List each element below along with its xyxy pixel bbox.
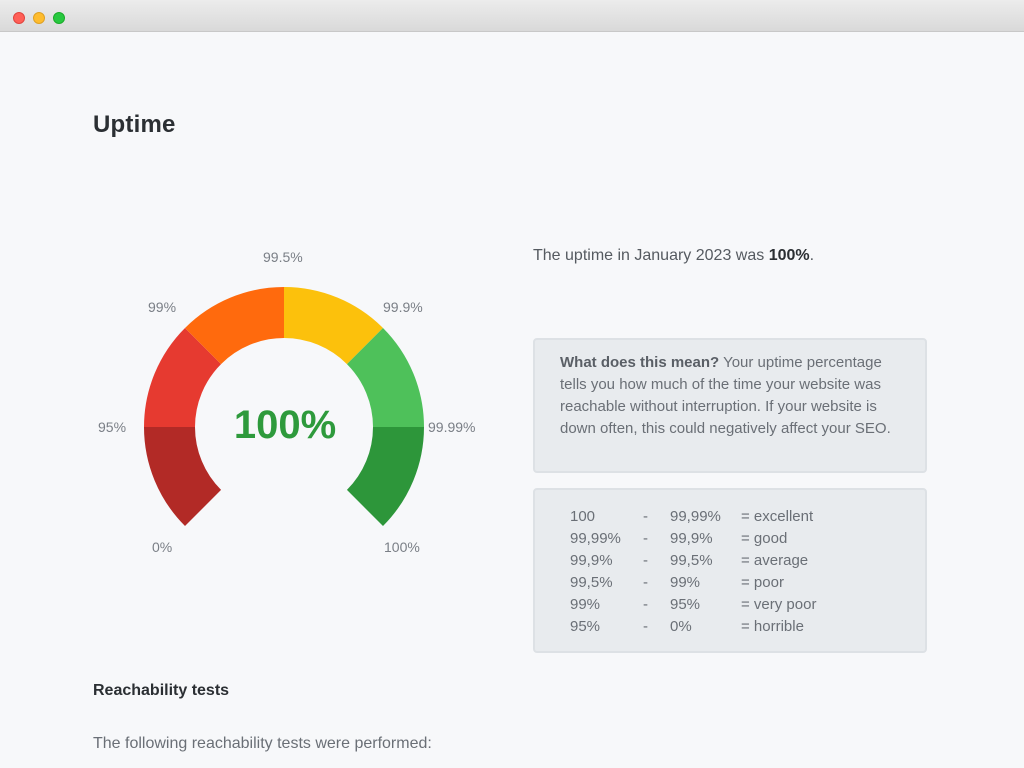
minimize-window-button[interactable] — [33, 12, 45, 24]
scale-to: 99% — [670, 574, 701, 591]
gauge-tick-0: 0% — [152, 539, 173, 555]
scale-to: 99,9% — [670, 530, 713, 547]
scale-from: 99% — [570, 596, 601, 613]
scale-separator: - — [643, 552, 648, 569]
scale-rating: = poor — [741, 574, 784, 591]
close-window-button[interactable] — [13, 12, 25, 24]
scale-separator: - — [643, 618, 648, 635]
gauge-tick-99-99: 99.99% — [428, 419, 476, 435]
gauge-segment — [185, 287, 284, 365]
maximize-window-button[interactable] — [53, 12, 65, 24]
scale-row: 99,5% - 99% = poor — [570, 572, 925, 594]
scale-separator: - — [643, 530, 648, 547]
gauge-tick-100: 100% — [384, 539, 420, 555]
scale-rating: = average — [741, 552, 809, 569]
scale-separator: - — [643, 508, 648, 525]
scale-to: 99,5% — [670, 552, 713, 569]
gauge-tick-95: 95% — [98, 419, 127, 435]
scale-separator: - — [643, 574, 648, 591]
scale-row: 99,9% - 99,5% = average — [570, 550, 925, 572]
uptime-summary: The uptime in January 2023 was 100%. — [533, 247, 814, 265]
scale-rating: = good — [741, 530, 788, 547]
scale-from: 95% — [570, 618, 601, 635]
gauge-segment — [346, 427, 424, 526]
scale-row: 99% - 95% = very poor — [570, 594, 925, 616]
reachability-text: The following reachability tests were pe… — [93, 735, 432, 752]
info-box: What does this mean? Your uptime percent… — [533, 338, 927, 473]
scale-from: 99,9% — [570, 552, 613, 569]
scale-from: 99,5% — [570, 574, 613, 591]
info-question: What does this mean? — [560, 354, 720, 371]
gauge-segment — [346, 328, 424, 427]
scale-to: 99,99% — [670, 508, 721, 525]
page-title: Uptime — [93, 111, 176, 138]
scale-row: 99,99% - 99,9% = good — [570, 528, 925, 550]
scale-to: 0% — [670, 618, 692, 635]
title-bar — [0, 0, 1024, 32]
scale-rating: = horrible — [741, 618, 804, 635]
info-text: Your uptime percentage tells you how muc… — [560, 354, 891, 437]
gauge-tick-99-9: 99.9% — [383, 299, 423, 315]
scale-separator: - — [643, 596, 648, 613]
gauge-graphic — [144, 287, 424, 526]
gauge-segment — [284, 287, 383, 365]
reachability-title: Reachability tests — [93, 682, 230, 699]
rating-scale-box: 100 - 99,99% = excellent 99,99% - 99,9% … — [533, 488, 927, 653]
scale-rating: = very poor — [741, 596, 817, 613]
gauge-tick-99-5: 99.5% — [263, 249, 303, 265]
gauge-segment — [144, 427, 222, 526]
scale-rating: = excellent — [741, 508, 814, 525]
summary-suffix: . — [809, 247, 815, 264]
scale-row: 95% - 0% = horrible — [570, 616, 925, 638]
scale-from: 100 — [570, 508, 596, 525]
gauge-tick-99: 99% — [148, 299, 177, 315]
gauge-segment — [144, 328, 222, 427]
scale-from: 99,99% — [570, 530, 621, 547]
gauge-value: 100% — [233, 403, 337, 447]
scale-row: 100 - 99,99% = excellent — [570, 506, 925, 528]
summary-prefix: The uptime in January 2023 was — [533, 247, 769, 264]
summary-value: 100% — [768, 247, 810, 264]
uptime-gauge: 0% 95% 99% 99.5% 99.9% 99.99% 100% 100% — [80, 240, 500, 570]
scale-to: 95% — [670, 596, 701, 613]
